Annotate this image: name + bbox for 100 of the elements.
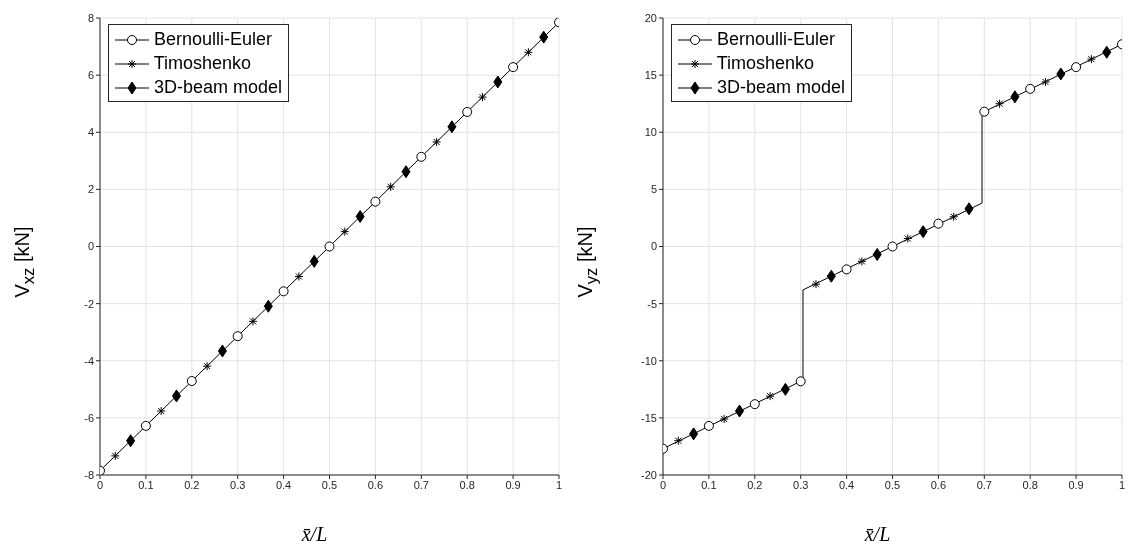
x-axis-title: x̄/L [863, 523, 892, 546]
x-tick-label: 0.4 [275, 478, 292, 491]
point [156, 406, 166, 416]
y-tick-label: 5 [650, 183, 657, 196]
y-tick-label: -5 [647, 297, 657, 310]
point [324, 241, 335, 252]
point [1025, 83, 1036, 94]
point [979, 106, 990, 117]
point [1086, 54, 1096, 64]
x-tick-label: 0.6 [930, 478, 947, 491]
y-tick-label: 20 [644, 11, 657, 24]
point [172, 389, 182, 403]
point [795, 376, 806, 387]
point [523, 47, 533, 57]
point [340, 227, 350, 237]
point [887, 241, 898, 252]
x-tick-label: 0.3 [793, 478, 809, 491]
point [309, 254, 319, 268]
x-tick-label: 1 [555, 478, 563, 491]
point [703, 420, 714, 431]
point [673, 436, 683, 446]
point [857, 256, 867, 266]
point [294, 271, 304, 281]
y-tick-label: -6 [84, 411, 94, 424]
point [841, 264, 852, 275]
point [780, 382, 790, 396]
y-tick-label: 0 [650, 240, 657, 253]
point [719, 414, 729, 424]
legend-label: Timoshenko [152, 52, 253, 75]
point [493, 75, 503, 89]
point [278, 286, 289, 297]
x-tick-label: 0.2 [184, 478, 200, 491]
x-tick-label: 1 [1118, 478, 1126, 491]
point [1102, 45, 1112, 59]
point [110, 451, 120, 461]
point [1010, 90, 1020, 104]
y-tick-label: -4 [84, 354, 94, 367]
x-axis-title: x̄/L [300, 523, 329, 546]
point [918, 225, 928, 239]
point [735, 404, 745, 418]
x-tick-label: 0.7 [976, 478, 992, 491]
point [202, 361, 212, 371]
x-tick-label: 0.1 [701, 478, 717, 491]
point [477, 92, 487, 102]
point [232, 331, 243, 342]
y-tick-label: 4 [87, 126, 94, 139]
point [355, 210, 365, 224]
point [689, 427, 699, 441]
point [186, 376, 197, 387]
point [933, 218, 944, 229]
y-tick-label: 2 [87, 183, 94, 196]
point [126, 434, 136, 448]
y-tick-label: -10 [641, 354, 657, 367]
point [949, 212, 959, 222]
point [749, 399, 760, 410]
point [508, 62, 519, 73]
point [416, 151, 427, 162]
legend-label: Bernoulli-Euler [153, 28, 274, 51]
x-tick-label: 0.1 [138, 478, 154, 491]
x-tick-label: 0.3 [230, 478, 246, 491]
x-tick-label: 0 [659, 478, 667, 491]
x-tick-label: 0.2 [747, 478, 763, 491]
point [263, 299, 273, 313]
y-tick-label: -20 [641, 468, 657, 481]
point [1040, 77, 1050, 87]
y-tick-label: 15 [644, 69, 657, 82]
y-tick-label: -2 [84, 297, 94, 310]
point [432, 137, 442, 147]
point [447, 120, 457, 134]
x-tick-label: 0.6 [367, 478, 384, 491]
point [1071, 62, 1082, 73]
point [1056, 67, 1066, 81]
point [370, 196, 381, 207]
point [826, 269, 836, 283]
point [248, 316, 258, 326]
point [811, 279, 821, 289]
point [872, 248, 882, 261]
x-tick-label: 0.9 [1068, 478, 1084, 491]
legend-label: Bernoulli-Euler [716, 28, 837, 51]
y-tick-label: 0 [87, 240, 94, 253]
point [401, 165, 411, 179]
legend-label: 3D-beam model [716, 76, 846, 99]
legend-label: Timoshenko [715, 52, 816, 75]
point [386, 182, 396, 192]
x-tick-label: 0.5 [321, 478, 338, 491]
y-tick-label: -8 [84, 468, 94, 481]
point [462, 106, 473, 117]
y-tick-label: -15 [641, 411, 657, 424]
point [140, 420, 151, 431]
point [217, 344, 227, 358]
y-tick-label: 6 [87, 69, 94, 82]
point [765, 391, 775, 401]
point [903, 234, 913, 243]
legend-label: 3D-beam model [153, 76, 283, 99]
x-tick-label: 0.5 [884, 478, 901, 491]
point [539, 30, 549, 44]
x-tick-label: 0.4 [838, 478, 855, 491]
x-tick-label: 0.7 [413, 478, 429, 491]
x-tick-label: 0.9 [505, 478, 521, 491]
x-tick-label: 0.8 [459, 478, 475, 491]
